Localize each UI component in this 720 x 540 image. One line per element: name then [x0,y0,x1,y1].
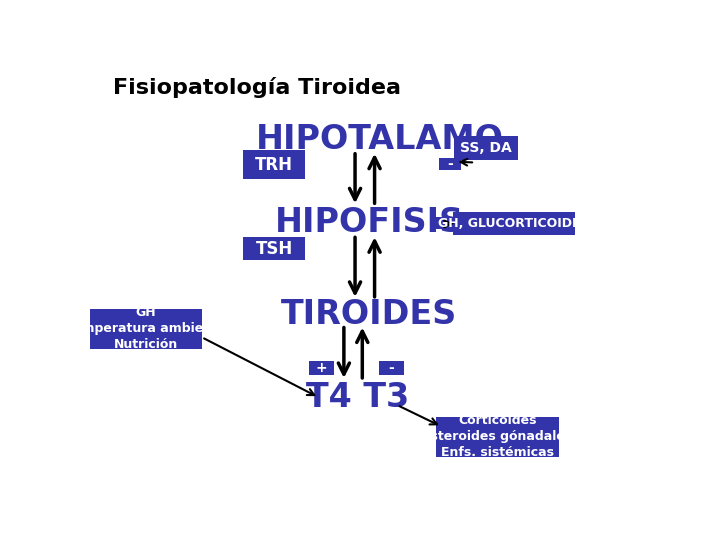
FancyBboxPatch shape [439,158,461,170]
FancyBboxPatch shape [433,217,454,229]
Text: HIPOTALAMO: HIPOTALAMO [256,123,504,156]
Text: -: - [441,216,446,230]
Text: Fisiopatología Tiroidea: Fisiopatología Tiroidea [113,77,402,98]
FancyBboxPatch shape [309,361,334,375]
Text: -: - [389,361,394,375]
FancyBboxPatch shape [454,136,518,160]
FancyBboxPatch shape [243,151,305,179]
Text: -: - [447,157,453,171]
Text: HIPOFISIS: HIPOFISIS [274,206,464,239]
Text: TIROIDES: TIROIDES [281,298,457,331]
Text: Corticoides
Esteroides gónadales
Enfs. sistémicas: Corticoides Esteroides gónadales Enfs. s… [422,414,572,460]
Text: TSH: TSH [256,240,293,258]
FancyBboxPatch shape [453,212,575,235]
FancyBboxPatch shape [243,237,305,260]
FancyBboxPatch shape [379,361,404,375]
Text: +: + [316,361,328,375]
Text: GH
Temperatura ambiente
Nutrición: GH Temperatura ambiente Nutrición [66,306,226,352]
Text: GH, GLUCORTICOIDES: GH, GLUCORTICOIDES [438,217,590,230]
Text: T4 T3: T4 T3 [306,381,410,414]
FancyBboxPatch shape [436,417,559,457]
Text: SS, DA: SS, DA [460,141,512,155]
Text: TRH: TRH [255,156,293,173]
FancyBboxPatch shape [90,309,202,349]
